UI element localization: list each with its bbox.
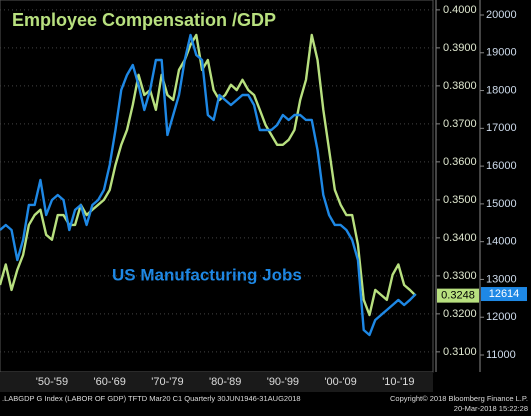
plot-area [0, 0, 434, 373]
y-tick-label: 0.3200 [443, 308, 477, 320]
x-tick-label: '70-'79 [151, 376, 183, 388]
y-tick-label: 0.3100 [443, 346, 477, 358]
y2-tick-label: 11000 [486, 349, 516, 361]
last-value-box [481, 287, 527, 302]
x-tick-label: '00-'09 [324, 376, 356, 388]
y-tick-label: 0.3700 [443, 118, 477, 130]
series-label: US Manufacturing Jobs [112, 265, 302, 284]
y2-tick-label: 12000 [486, 311, 517, 323]
x-tick-label: '10-'19 [382, 376, 414, 388]
last-value-box [437, 288, 479, 303]
y2-tick-label: 15000 [486, 198, 517, 210]
y-tick-label: 0.3300 [443, 270, 477, 282]
footer-source: .LABGDP G Index (LABOR OF GDP) TFTD Mar2… [2, 394, 301, 403]
x-tick-label: '80-'89 [209, 376, 241, 388]
y-tick-label: 0.3900 [443, 42, 477, 54]
y2-tick-label: 18000 [486, 84, 517, 96]
y-tick-label: 0.3800 [443, 80, 477, 92]
y-tick-label: 0.3600 [443, 156, 477, 168]
y2-tick-label: 17000 [486, 122, 517, 134]
series-line [0, 33, 417, 337]
x-axis-strip [0, 372, 433, 392]
footer-timestamp: 20-Mar-2018 15:22:28 [454, 404, 528, 413]
x-tick-label: '90-'99 [267, 376, 299, 388]
y-tick-label: 0.3400 [443, 232, 477, 244]
footer-copyright: Copyright© 2018 Bloomberg Finance L.P. [390, 394, 528, 403]
y-tick-label: 0.4000 [443, 4, 477, 16]
series-label: Employee Compensation /GDP [12, 10, 276, 30]
x-tick-label: '50-'59 [36, 376, 68, 388]
y2-tick-label: 20000 [486, 9, 517, 21]
x-tick-label: '60-'69 [94, 376, 126, 388]
last-value-label: 0.3248 [441, 290, 475, 302]
y2-tick-label: 14000 [486, 236, 517, 248]
y2-tick-label: 19000 [486, 47, 517, 59]
y2-tick-label: 16000 [486, 160, 517, 172]
last-value-label: 12614 [489, 288, 520, 300]
y2-tick-label: 13000 [486, 273, 517, 285]
y-tick-label: 0.3500 [443, 194, 477, 206]
